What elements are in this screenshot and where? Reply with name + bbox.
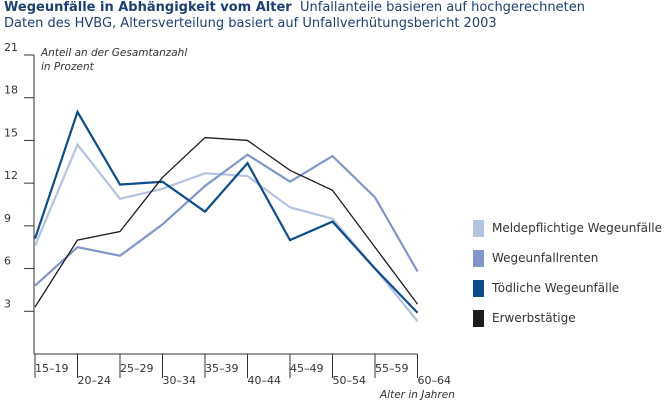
chart-legend: Meldepflichtige Wegeunfälle Wegeunfallren…	[473, 213, 662, 333]
x-tick-label: 20–24	[78, 374, 112, 387]
y-tick-label: 21	[4, 41, 18, 54]
y-tick-label: 15	[4, 126, 18, 139]
series-line-3	[33, 109, 419, 314]
y-tick-label: 18	[4, 84, 18, 97]
x-tick-label: 50–54	[333, 374, 367, 387]
legend-swatch	[473, 279, 484, 297]
x-tick-label: 55–59	[375, 362, 409, 375]
y-tick-label: 12	[4, 169, 18, 182]
x-tick-label: 15–19	[35, 362, 69, 375]
legend-item: Erwerbstätige	[473, 303, 662, 333]
series-line-2	[34, 153, 419, 287]
y-tick-label: 9	[4, 212, 11, 225]
title-bold: Wegeunfälle in Abhängigkeit vom Alter	[4, 0, 292, 15]
title-rest: Unfallanteile basieren auf hochgerechnet…	[299, 0, 585, 15]
chart-title: Wegeunfälle in Abhängigkeit vom Alter Un…	[4, 0, 585, 16]
x-tick-label: 45–49	[290, 362, 324, 375]
chart-subtitle: Daten des HVBG, Altersverteilung basiert…	[4, 16, 497, 31]
legend-label: Wegeunfallrenten	[492, 251, 599, 265]
x-tick-label: 60–64	[418, 374, 452, 387]
x-tick-label: 30–34	[163, 374, 197, 387]
x-tick-label: 35–39	[205, 362, 239, 375]
x-tick-label: 25–29	[120, 362, 154, 375]
legend-swatch	[473, 249, 484, 267]
legend-item: Wegeunfallrenten	[473, 243, 662, 273]
legend-swatch	[473, 219, 484, 237]
legend-item: Tödliche Wegeunfälle	[473, 273, 662, 303]
legend-label: Erwerbstätige	[492, 311, 576, 325]
legend-item: Meldepflichtige Wegeunfälle	[473, 213, 662, 243]
legend-swatch	[473, 309, 484, 327]
y-tick-label: 6	[4, 255, 11, 268]
x-tick-label: 40–44	[248, 374, 282, 387]
legend-label: Meldepflichtige Wegeunfälle	[492, 221, 663, 235]
legend-label: Tödliche Wegeunfälle	[492, 281, 620, 295]
y-tick-label: 3	[4, 297, 11, 310]
y-axis-label: Anteil an der Gesamtanzahl in Prozent	[41, 47, 188, 73]
x-axis-label: Alter in Jahren	[380, 389, 455, 401]
series-line-4	[34, 136, 419, 308]
